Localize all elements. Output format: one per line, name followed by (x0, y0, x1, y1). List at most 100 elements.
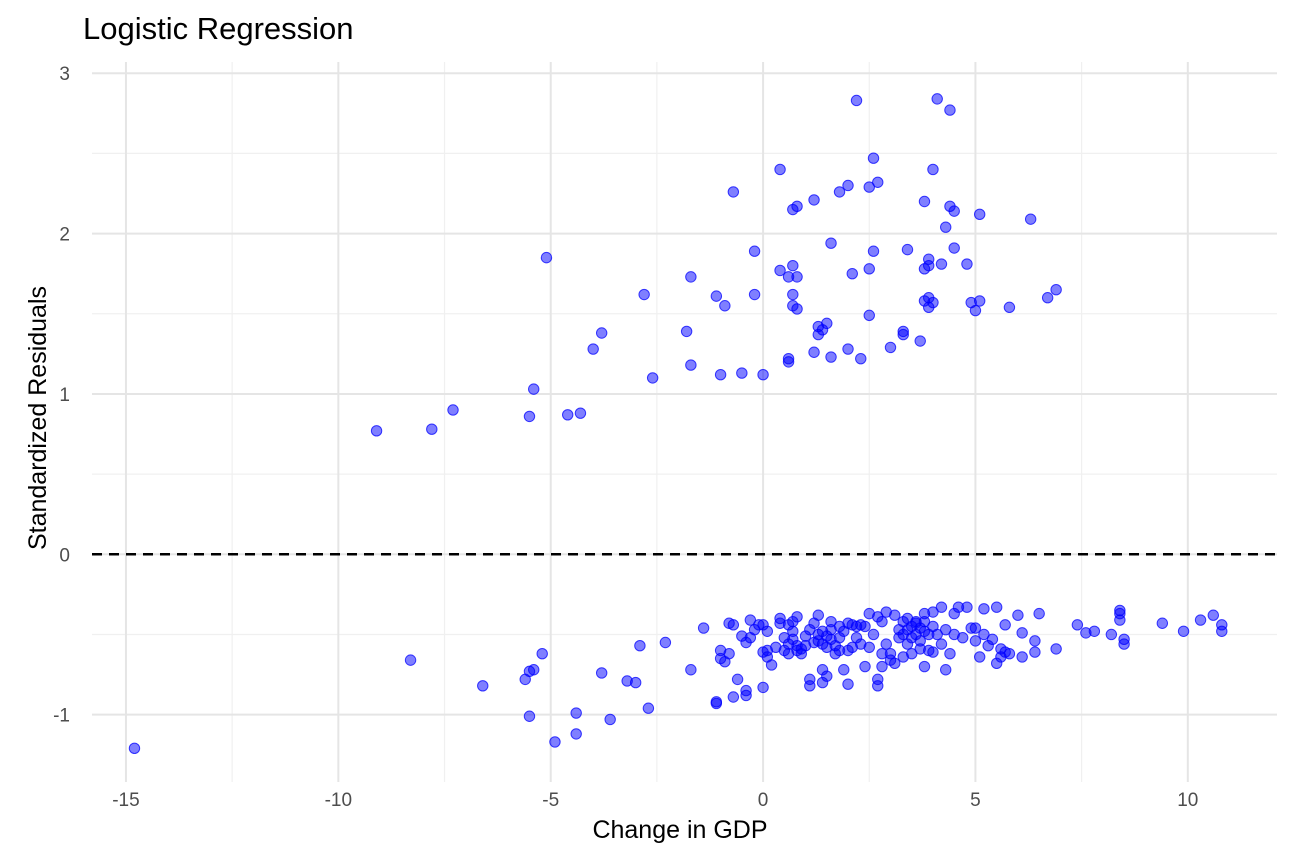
data-point (999, 619, 1011, 631)
chart-title: Logistic Regression (83, 11, 354, 46)
data-point (863, 309, 875, 322)
data-point (863, 181, 875, 193)
data-point (859, 620, 871, 633)
data-point (634, 639, 646, 652)
data-point (731, 673, 744, 686)
data-point (787, 259, 799, 272)
data-point (536, 648, 548, 660)
data-point (1016, 627, 1028, 639)
data-point (744, 614, 757, 626)
data-point (808, 194, 820, 206)
data-point (727, 186, 740, 198)
data-point (948, 205, 960, 217)
data-point (876, 660, 888, 673)
data-point (846, 267, 858, 280)
data-point (876, 615, 888, 628)
data-point (774, 163, 786, 176)
data-point (969, 622, 982, 634)
data-point (872, 673, 884, 686)
data-point (447, 404, 459, 416)
data-point (1012, 609, 1024, 621)
data-point (1071, 619, 1084, 631)
data-point (918, 660, 931, 673)
data-point (842, 179, 854, 192)
data-point (838, 664, 850, 676)
data-point (948, 242, 960, 254)
data-point (825, 237, 837, 249)
data-point (944, 648, 956, 660)
data-point (128, 742, 141, 755)
y-tick-label: 1 (59, 385, 70, 406)
data-point (808, 346, 820, 358)
data-points (128, 93, 1228, 755)
data-point (740, 684, 752, 697)
data-point (880, 638, 892, 650)
data-point (867, 152, 880, 164)
data-point (867, 245, 880, 257)
x-tick-labels: -15 -10 -5 0 5 10 (112, 790, 1198, 811)
data-point (914, 335, 926, 347)
data-point (791, 611, 803, 623)
data-point (825, 351, 837, 363)
x-tick-label: 10 (1177, 790, 1198, 811)
data-point (748, 288, 761, 301)
data-point (787, 288, 799, 301)
y-tick-label: -1 (53, 706, 70, 727)
data-point (1118, 633, 1130, 645)
data-point (710, 697, 723, 710)
data-point (477, 680, 489, 692)
data-point (884, 341, 897, 354)
data-point (774, 264, 786, 277)
data-point (961, 601, 973, 613)
data-point (642, 702, 655, 714)
data-point (906, 648, 918, 660)
data-point (574, 407, 587, 419)
data-point (540, 251, 553, 264)
data-point (940, 221, 952, 233)
data-point (855, 352, 867, 365)
data-point (842, 678, 854, 690)
data-point (990, 601, 1003, 613)
data-point (570, 707, 582, 719)
x-tick-label: -5 (542, 790, 559, 811)
data-point (685, 664, 697, 676)
data-point (935, 258, 948, 270)
data-point (791, 271, 803, 283)
data-point (587, 343, 599, 355)
data-point (697, 622, 710, 634)
data-point (791, 303, 803, 315)
data-point (1114, 604, 1126, 617)
data-point (973, 295, 986, 307)
data-point (842, 343, 854, 355)
data-point (710, 290, 723, 302)
data-point (918, 615, 931, 628)
data-point (1041, 292, 1054, 304)
data-point (923, 259, 935, 272)
data-point (727, 691, 740, 703)
y-tick-label: 2 (59, 225, 70, 246)
data-point (1050, 643, 1062, 655)
data-point (1177, 625, 1190, 637)
data-point (528, 383, 540, 395)
data-point (986, 633, 999, 645)
x-tick-label: -15 (112, 790, 139, 811)
data-point (714, 368, 727, 381)
data-point (765, 659, 778, 671)
data-point (889, 609, 901, 621)
data-point (685, 271, 697, 283)
data-point (646, 372, 659, 384)
data-point (901, 243, 914, 256)
data-point (1029, 646, 1041, 658)
data-point (1216, 619, 1228, 631)
data-point (727, 619, 740, 631)
data-point (595, 327, 608, 339)
data-point (867, 628, 880, 641)
data-point (927, 163, 939, 176)
data-point (944, 104, 956, 116)
x-axis-label: Change in GDP (592, 816, 767, 844)
data-point (940, 664, 952, 676)
data-point (604, 713, 616, 726)
data-point (863, 263, 875, 275)
data-point (914, 635, 926, 647)
